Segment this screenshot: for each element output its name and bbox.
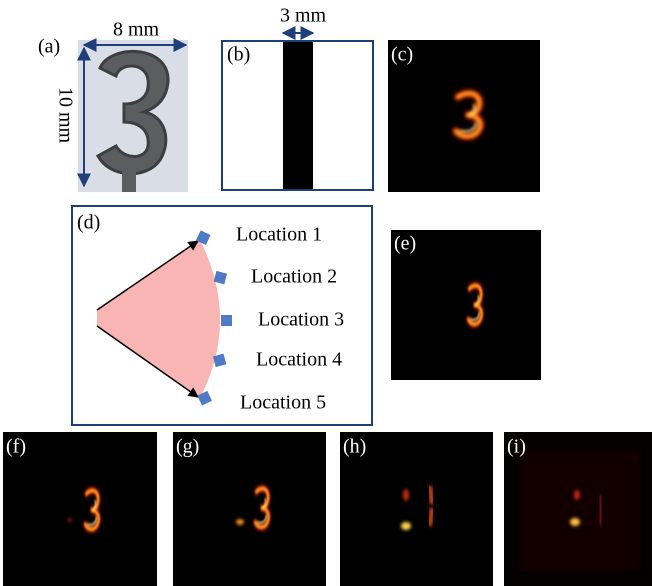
height-label: 10 mm: [54, 87, 76, 144]
panel-h: (h): [340, 432, 493, 586]
artifact: [236, 519, 244, 525]
model-stem: [122, 170, 136, 192]
noise: [520, 450, 640, 570]
fragment: [574, 490, 580, 500]
panel-c: (c): [388, 40, 540, 192]
location-label: Location 1: [236, 224, 322, 246]
panel-label: (c): [391, 44, 413, 66]
panel-d: (d) Location 1 Location 2 Location 3 Loc…: [72, 206, 372, 425]
fragment: [403, 489, 409, 501]
figure: (a) 8 mm 10 mm (b) 3 mm (c) (d) Location…: [0, 0, 652, 586]
bar: [283, 42, 313, 189]
fragment: [570, 518, 580, 526]
location-label: Location 5: [240, 392, 326, 414]
panel-label: (i): [507, 436, 526, 458]
bar-width-label: 3 mm: [280, 5, 327, 27]
location-label: Location 3: [258, 309, 344, 331]
panel-label: (h): [343, 436, 366, 458]
image: [3, 432, 157, 586]
fragment: [401, 522, 411, 530]
panel-g: (g): [173, 432, 326, 586]
panel-label: (e): [394, 233, 416, 255]
fragment: [600, 495, 601, 525]
location-label: Location 2: [251, 266, 337, 288]
location-marker: [221, 315, 232, 326]
panel-label: (a): [38, 36, 60, 58]
panel-label: (f): [6, 436, 26, 458]
panel-label: (g): [176, 436, 199, 458]
panel-i: (i): [504, 432, 652, 586]
panel-e: (e): [391, 230, 541, 380]
panel-a: (a) 8 mm 10 mm: [38, 19, 188, 192]
panel-b: (b) 3 mm: [222, 5, 373, 190]
artifact: [68, 518, 72, 522]
panel-label: (d): [77, 212, 100, 234]
panel-f: (f): [3, 432, 157, 586]
location-label: Location 4: [256, 349, 342, 371]
width-label: 8 mm: [113, 19, 160, 41]
panel-label: (b): [227, 44, 250, 66]
